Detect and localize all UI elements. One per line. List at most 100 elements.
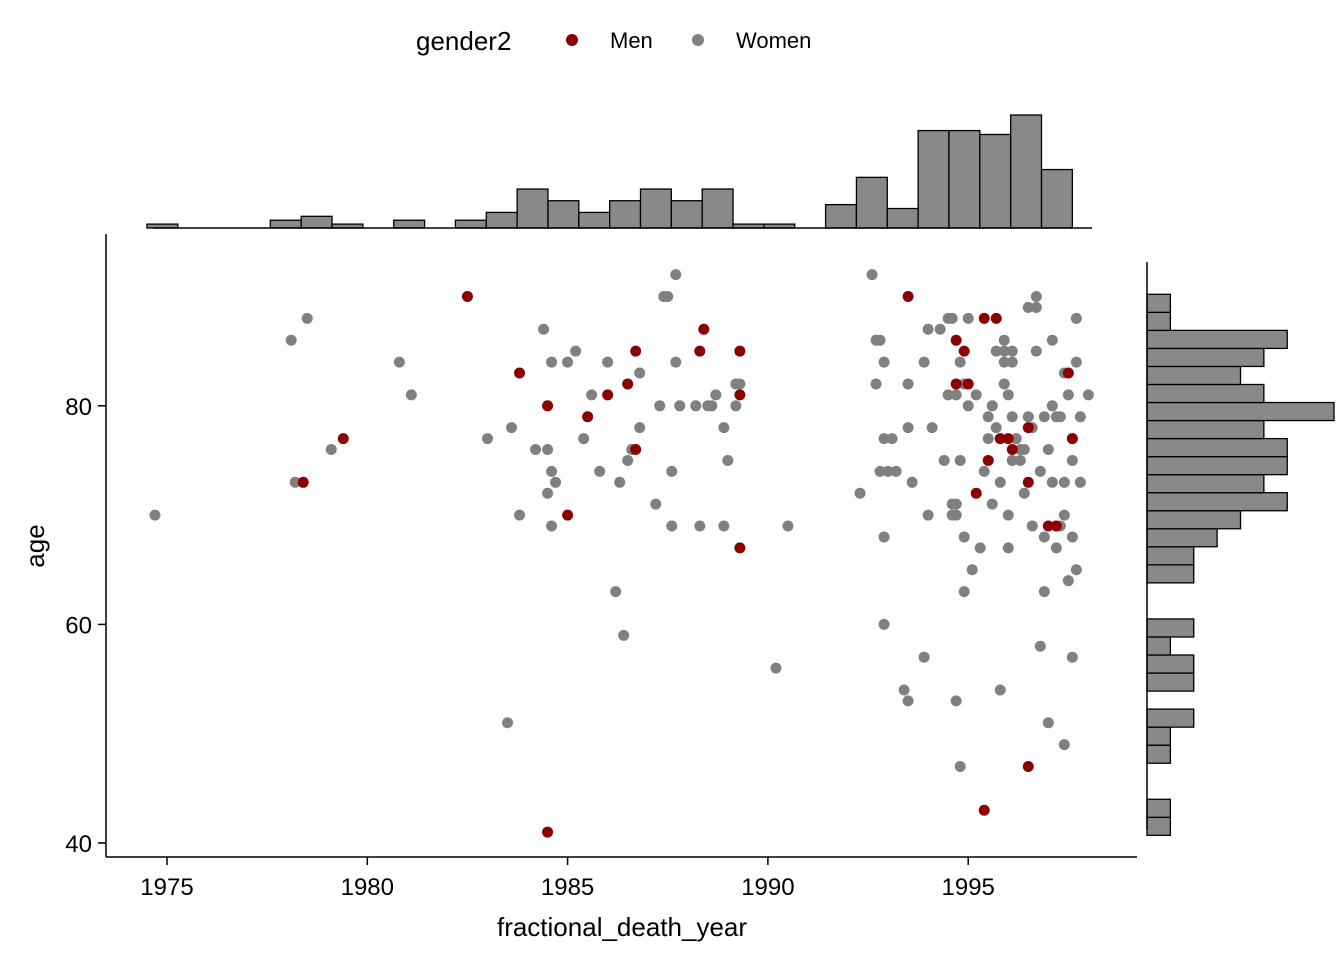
point-women	[670, 269, 682, 281]
point-men	[950, 378, 962, 390]
point-women	[782, 520, 794, 532]
y-ticks: 40 60 80	[65, 394, 106, 858]
point-men	[734, 542, 746, 554]
top-histogram-bar	[1010, 114, 1043, 229]
right-histogram-bar	[1146, 708, 1195, 728]
point-women	[1038, 531, 1050, 543]
point-women	[722, 454, 734, 466]
point-women	[662, 291, 674, 302]
point-women	[954, 356, 966, 368]
point-women	[614, 476, 626, 488]
point-women	[994, 476, 1006, 488]
top-histogram-bar	[609, 200, 642, 229]
legend-marker-men	[566, 34, 578, 46]
point-women	[1038, 411, 1050, 423]
point-women	[1058, 509, 1070, 521]
point-women	[1030, 291, 1042, 302]
point-women	[970, 389, 982, 401]
top-histogram-bar	[485, 211, 518, 229]
top-histogram-bar	[886, 207, 919, 229]
point-men	[297, 476, 309, 488]
x-tick-label: 1990	[741, 874, 794, 901]
point-women	[974, 542, 986, 554]
point-women	[1018, 487, 1030, 499]
x-tick-label: 1980	[341, 874, 394, 901]
point-men	[1006, 444, 1018, 456]
point-women	[1042, 717, 1054, 729]
point-women	[938, 454, 950, 466]
point-women	[998, 356, 1010, 368]
legend-marker-women	[692, 34, 704, 46]
point-men	[542, 826, 554, 838]
top-histogram-bar	[393, 219, 426, 229]
right-histogram-bar	[1146, 419, 1265, 440]
point-women	[546, 520, 558, 532]
point-women	[1030, 345, 1042, 357]
point-women	[1074, 476, 1086, 488]
point-women	[694, 520, 706, 532]
point-women	[618, 629, 630, 641]
point-women	[393, 356, 405, 368]
right-histogram-bar	[1146, 347, 1265, 368]
point-women	[942, 389, 954, 401]
point-men	[950, 334, 962, 346]
legend: gender2 Men Women	[416, 26, 811, 56]
point-women	[542, 444, 554, 456]
point-women	[1062, 389, 1074, 401]
point-women	[902, 378, 914, 390]
point-women	[538, 323, 550, 335]
point-women	[562, 356, 574, 368]
point-women	[998, 378, 1010, 390]
point-women	[1082, 389, 1094, 401]
point-men	[1022, 760, 1034, 772]
point-women	[301, 312, 313, 324]
point-women	[481, 433, 493, 445]
top-histogram-bar	[670, 200, 703, 229]
top-marginal-histogram	[146, 114, 1074, 229]
right-histogram-bar	[1146, 726, 1172, 746]
point-women	[1034, 640, 1046, 652]
point-women	[634, 367, 646, 379]
right-histogram-bar	[1146, 383, 1265, 404]
point-women	[1046, 400, 1058, 412]
point-women	[622, 454, 634, 466]
right-histogram-bar	[1146, 293, 1172, 313]
point-women	[570, 345, 582, 357]
legend-label-men: Men	[610, 28, 653, 53]
point-women	[1022, 411, 1034, 423]
right-histogram-bar	[1146, 510, 1242, 530]
point-women	[1006, 454, 1018, 466]
y-tick-label: 40	[65, 831, 92, 858]
point-women	[530, 444, 542, 456]
point-men	[1022, 476, 1034, 488]
point-women	[1006, 411, 1018, 423]
right-histogram-bar	[1146, 492, 1288, 512]
point-women	[898, 684, 910, 696]
right-histogram-bar	[1146, 528, 1218, 548]
right-histogram-bar	[1146, 546, 1195, 566]
point-women	[650, 498, 662, 510]
right-histogram-bar	[1146, 654, 1195, 674]
point-women	[878, 531, 890, 543]
top-histogram-bar	[578, 211, 611, 229]
point-women	[950, 389, 962, 401]
point-women	[902, 695, 914, 707]
point-women	[1066, 651, 1078, 663]
point-women	[546, 465, 558, 477]
point-men	[630, 345, 642, 357]
point-men	[1050, 520, 1062, 532]
point-women	[325, 444, 337, 456]
point-women	[878, 356, 890, 368]
point-men	[542, 400, 554, 412]
point-women	[285, 334, 297, 346]
point-men	[1062, 367, 1074, 379]
point-women	[1070, 356, 1082, 368]
x-ticks: 1975 1980 1985 1990 1995	[140, 857, 995, 901]
point-women	[874, 334, 886, 346]
right-histogram-bar	[1146, 744, 1172, 764]
point-women	[1034, 465, 1046, 477]
point-women	[666, 520, 678, 532]
point-women	[1002, 542, 1014, 554]
point-men	[1022, 422, 1034, 434]
point-women	[918, 651, 930, 663]
